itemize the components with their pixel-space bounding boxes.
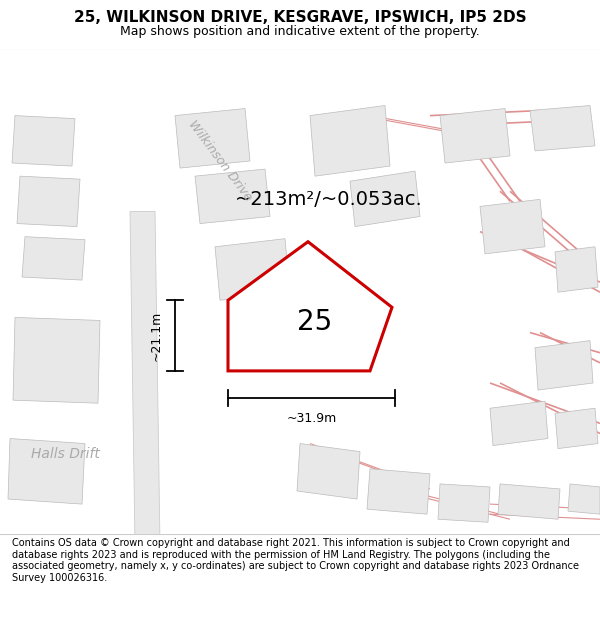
Polygon shape xyxy=(535,341,593,390)
Text: Map shows position and indicative extent of the property.: Map shows position and indicative extent… xyxy=(120,24,480,38)
Polygon shape xyxy=(530,106,595,151)
Polygon shape xyxy=(17,176,80,227)
Polygon shape xyxy=(568,484,600,514)
Text: Halls Drift: Halls Drift xyxy=(31,447,100,461)
Polygon shape xyxy=(215,239,290,300)
Polygon shape xyxy=(480,199,545,254)
Polygon shape xyxy=(310,106,390,176)
Polygon shape xyxy=(12,116,75,166)
Polygon shape xyxy=(8,439,85,504)
Text: ~31.9m: ~31.9m xyxy=(286,412,337,425)
Polygon shape xyxy=(13,318,100,403)
Text: Contains OS data © Crown copyright and database right 2021. This information is : Contains OS data © Crown copyright and d… xyxy=(12,538,579,582)
Text: ~21.1m: ~21.1m xyxy=(150,311,163,361)
Polygon shape xyxy=(350,171,420,227)
Polygon shape xyxy=(438,484,490,522)
Polygon shape xyxy=(555,247,598,292)
Polygon shape xyxy=(175,109,250,168)
Polygon shape xyxy=(297,444,360,499)
Polygon shape xyxy=(228,242,392,371)
Text: 25: 25 xyxy=(298,309,332,336)
Polygon shape xyxy=(490,401,548,446)
Text: 25, WILKINSON DRIVE, KESGRAVE, IPSWICH, IP5 2DS: 25, WILKINSON DRIVE, KESGRAVE, IPSWICH, … xyxy=(74,10,526,25)
Text: Wilkinson Drive: Wilkinson Drive xyxy=(185,118,254,204)
Polygon shape xyxy=(555,408,598,449)
Polygon shape xyxy=(22,237,85,280)
Polygon shape xyxy=(498,484,560,519)
Polygon shape xyxy=(130,211,160,544)
Text: ~213m²/~0.053ac.: ~213m²/~0.053ac. xyxy=(235,190,423,209)
Polygon shape xyxy=(195,169,270,224)
Polygon shape xyxy=(367,469,430,514)
Polygon shape xyxy=(440,109,510,163)
